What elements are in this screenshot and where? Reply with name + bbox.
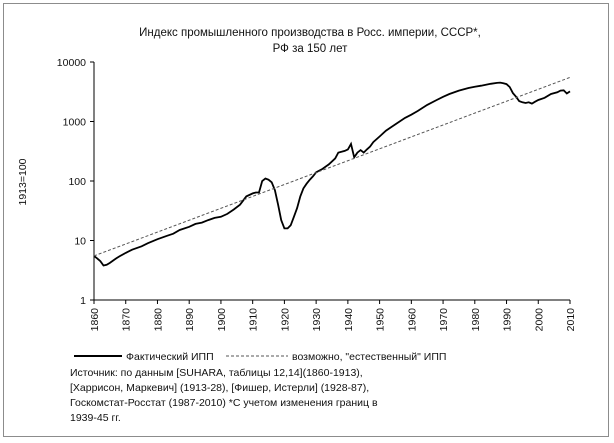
x-tick-label: 1870 <box>121 308 133 332</box>
chart-title-line2: РФ за 150 лет <box>273 43 348 55</box>
x-tick-label: 1970 <box>438 308 450 332</box>
plot-area: 1 10 100 1000 10000 1860 1870 1880 1890 1900 1910 1… <box>57 57 577 331</box>
chart-frame: Индекс промышленного производства в Росс… <box>3 3 609 437</box>
source-note-line4: 1939-45 гг. <box>70 412 121 424</box>
x-tick-label: 1990 <box>502 308 514 332</box>
x-tick-label: 1950 <box>375 308 387 332</box>
source-note-line3: Госкомстат-Росстат (1987-2010) *С учетом… <box>70 397 378 409</box>
x-tick-label: 1900 <box>216 308 228 332</box>
source-note-line1: Источник: по данным [SUHARA, таблицы 12,… <box>70 367 363 379</box>
legend-actual-label: Фактический ИПП <box>126 351 214 363</box>
y-tick-label: 10000 <box>57 57 86 69</box>
x-tick-label: 1910 <box>248 308 260 332</box>
source-note-line2: [Харрисон, Маркевич] (1913-28), [Фишер, … <box>70 382 369 394</box>
y-tick-label: 1000 <box>63 117 87 129</box>
source-note: Источник: по данным [SUHARA, таблицы 12,… <box>70 367 378 424</box>
y-tick-label: 1 <box>80 295 86 307</box>
chart-svg: Индекс промышленного производства в Росс… <box>17 27 577 424</box>
x-tick-label: 1890 <box>184 308 196 332</box>
y-axis-label: 1913=100 <box>17 158 29 205</box>
x-tick-label: 1920 <box>279 308 291 332</box>
chart-title-line1: Индекс промышленного производства в Росс… <box>139 27 481 39</box>
series-line-natural <box>93 76 571 257</box>
x-tick-label: 2010 <box>565 308 577 332</box>
x-tick-label: 1930 <box>311 308 323 332</box>
y-tick-label: 100 <box>68 176 86 188</box>
y-tick-label: 10 <box>74 236 86 248</box>
legend: Фактический ИПП возможно, "естественный"… <box>74 351 446 363</box>
legend-natural-label: возможно, "естественный" ИПП <box>292 351 446 363</box>
x-tick-label: 2000 <box>533 308 545 332</box>
x-tick-label: 1880 <box>152 308 164 332</box>
x-tick-label: 1980 <box>470 308 482 332</box>
x-tick-label: 1960 <box>406 308 418 332</box>
x-tick-label: 1940 <box>343 308 355 332</box>
series-line-actual <box>93 81 571 267</box>
x-tick-label: 1860 <box>89 308 101 332</box>
